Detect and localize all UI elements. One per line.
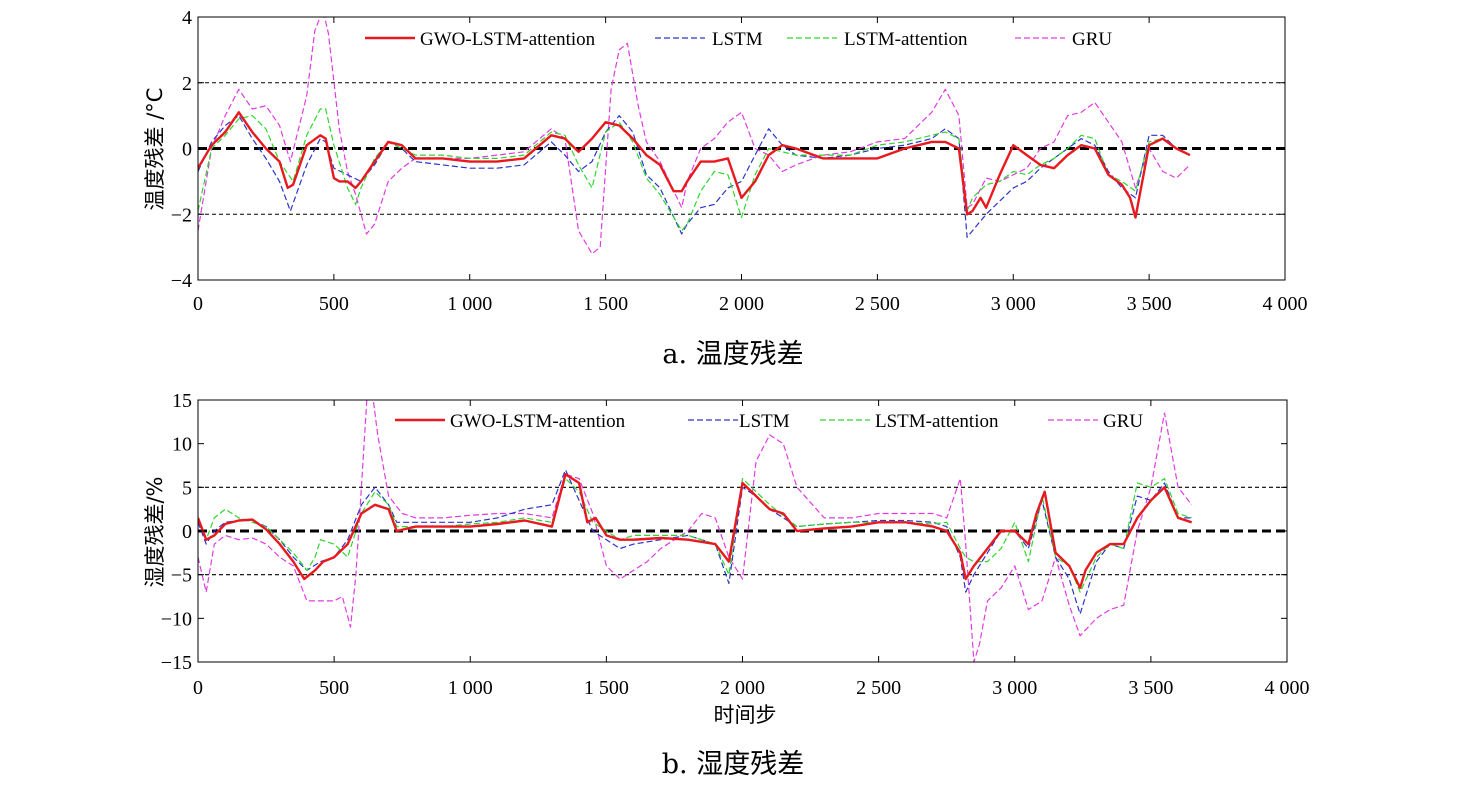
legend-label-gru: GRU — [1103, 411, 1143, 432]
y-tick-label: −10 — [161, 608, 192, 630]
ticks-b: 0 500 1 000 1 500 2 000 2 500 3 000 3 500 4 000 −… — [161, 390, 1310, 699]
y-tick-label: 5 — [182, 477, 192, 499]
y-tick-label: 0 — [182, 139, 192, 161]
legend-label-lstm: LSTM — [739, 411, 790, 432]
y-axis-label-b: 湿度残差/% — [143, 476, 167, 587]
legend-label-gwo-lstm-attention: GWO-LSTM-attention — [420, 29, 596, 50]
x-tick-label: 3 000 — [992, 677, 1037, 699]
legend-label-lstm-attention: LSTM-attention — [844, 29, 968, 50]
legend-label-gru: GRU — [1072, 29, 1112, 50]
series-line-gru — [198, 400, 1193, 662]
x-tick-label: 3 000 — [991, 293, 1036, 315]
y-tick-label: 10 — [172, 434, 192, 456]
x-tick-label: 1 500 — [583, 293, 628, 315]
y-tick-label: 4 — [182, 7, 192, 29]
x-tick-label: 3 500 — [1128, 677, 1173, 699]
caption-b: b. 湿度残差 — [662, 749, 804, 780]
series-group-a — [198, 17, 1191, 255]
temperature-residual-chart: 0 500 1 000 1 500 2 000 2 500 3 000 3 500 4 000 −… — [143, 7, 1308, 370]
ticks-a: 0 500 1 000 1 500 2 000 2 500 3 000 3 500 4 000 −… — [171, 7, 1308, 315]
reference-lines-b — [198, 486, 1287, 576]
x-tick-label: 2 000 — [720, 677, 765, 699]
x-tick-label: 4 000 — [1263, 293, 1308, 315]
x-tick-label: 2 500 — [856, 677, 901, 699]
x-tick-label: 2 000 — [719, 293, 764, 315]
y-tick-label: 15 — [172, 390, 192, 412]
x-tick-label: 0 — [193, 293, 203, 315]
legend-label-gwo-lstm-attention: GWO-LSTM-attention — [450, 411, 626, 432]
series-line-lstm-attention — [198, 108, 1191, 232]
reference-lines-a — [198, 82, 1285, 215]
x-tick-label: 1 000 — [448, 677, 493, 699]
legend-label-lstm: LSTM — [712, 29, 763, 50]
x-axis-label-b: 时间步 — [714, 703, 777, 727]
legend-b: GWO-LSTM-attention LSTM LSTM-attention GRU — [395, 411, 1143, 432]
x-tick-label: 2 500 — [855, 293, 900, 315]
legend-label-lstm-attention: LSTM-attention — [875, 411, 999, 432]
y-tick-label: −5 — [171, 565, 192, 587]
series-group-b — [198, 400, 1193, 662]
caption-a: a. 温度残差 — [662, 339, 803, 370]
x-tick-label: 500 — [319, 293, 349, 315]
series-line-gwo-lstm-attention — [198, 111, 1191, 219]
y-tick-label: −2 — [171, 204, 192, 226]
y-tick-label: 2 — [182, 73, 192, 95]
x-tick-label: 4 000 — [1265, 677, 1310, 699]
series-line-lstm-attention — [198, 478, 1192, 593]
series-line-gwo-lstm-attention — [198, 473, 1193, 589]
y-tick-label: −4 — [171, 270, 192, 292]
y-tick-label: −15 — [161, 652, 192, 674]
x-tick-label: 500 — [319, 677, 349, 699]
y-axis-label-a: 温度残差 /°C — [143, 88, 167, 211]
x-tick-label: 1 000 — [447, 293, 492, 315]
y-tick-label: 0 — [182, 521, 192, 543]
x-tick-label: 3 500 — [1127, 293, 1172, 315]
legend-a: GWO-LSTM-attention LSTM LSTM-attention GRU — [365, 29, 1112, 50]
series-line-gru — [198, 17, 1191, 255]
x-tick-label: 1 500 — [584, 677, 629, 699]
plot-frame-a — [197, 16, 1286, 281]
x-tick-label: 0 — [193, 677, 203, 699]
series-line-lstm — [198, 114, 1191, 238]
humidity-residual-chart: 0 500 1 000 1 500 2 000 2 500 3 000 3 500 4 000 −… — [143, 390, 1310, 780]
